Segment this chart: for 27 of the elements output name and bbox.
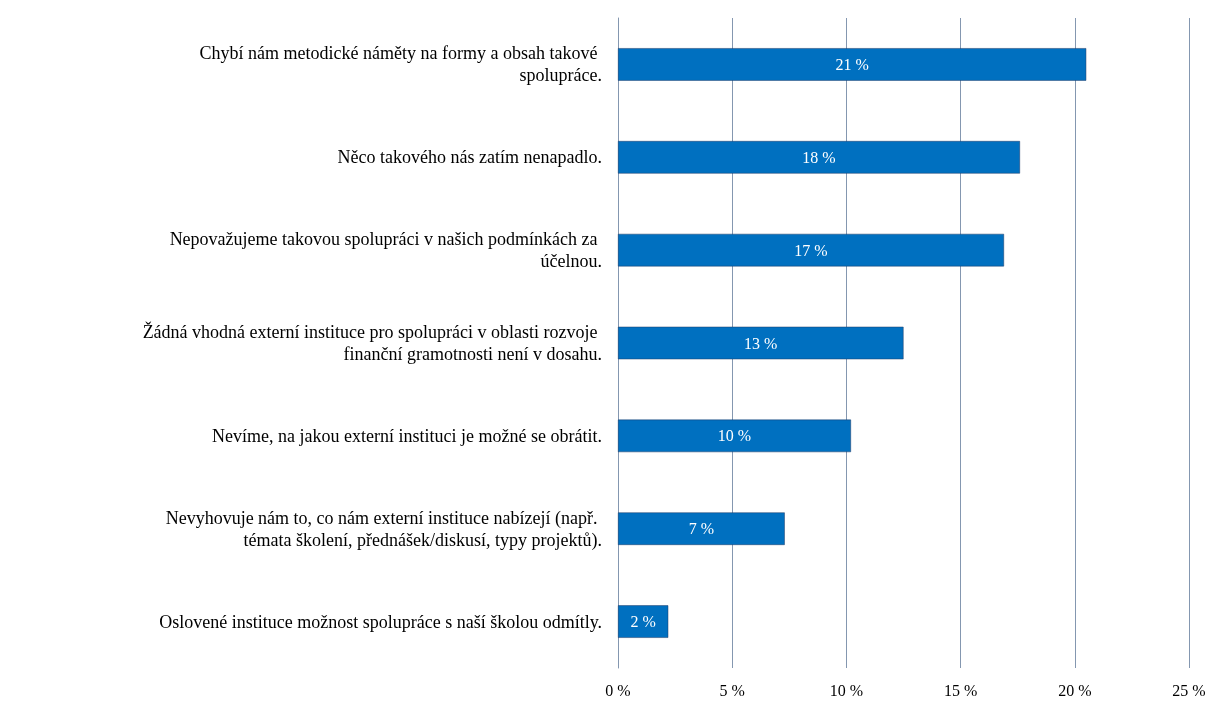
y-tick-label: Žádná vhodná externí instituce pro spolupráci v oblasti rozvoje finanční gramotnosti není v dosahu. — [142, 321, 602, 364]
data-label: 13 % — [744, 334, 778, 352]
y-tick-label: Chybí nám metodické náměty na formy a obsah takové spolupráce. — [199, 43, 602, 86]
data-label: 2 % — [630, 613, 656, 631]
data-label: 7 % — [688, 520, 715, 538]
data-label: 18 % — [802, 148, 836, 166]
x-tick-label: 10 % — [829, 681, 864, 699]
y-tick-label: Oslovené instituce možnost spolupráce s naší školou odmítly. — [159, 611, 602, 632]
bar — [618, 326, 904, 360]
data-label: 21 % — [835, 55, 869, 73]
data-label: 10 % — [717, 427, 752, 445]
bar — [618, 48, 1087, 81]
bar — [618, 141, 1020, 174]
bar — [618, 512, 785, 545]
x-tick-label: 15 % — [943, 681, 978, 699]
x-tick-label: 5 % — [719, 681, 745, 699]
x-tick-label: 0 % — [605, 681, 631, 699]
y-tick-label: Něco takového nás zatím nenapadlo. — [337, 147, 602, 168]
bar — [618, 605, 669, 638]
bar — [618, 419, 851, 453]
x-tick-label: 25 % — [1172, 681, 1206, 699]
data-label: 17 % — [794, 241, 828, 259]
bar — [618, 233, 1004, 267]
x-tick-label: 20 % — [1058, 681, 1092, 699]
y-tick-label: Nepovažujeme takovou spolupráci v našich podmínkách za účelnou. — [169, 229, 602, 272]
y-tick-label: Nevíme, na jakou externí instituci je možné se obrátit. — [212, 425, 602, 446]
y-tick-label: Nevyhovuje nám to, co nám externí instituce nabízejí (např. témata školení, přednášek/diskusí, typy projektů). — [165, 507, 602, 551]
